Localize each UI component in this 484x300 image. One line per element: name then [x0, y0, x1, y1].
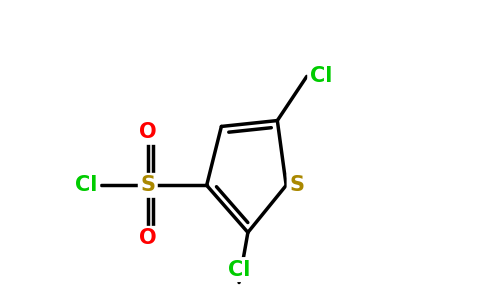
Text: S: S: [289, 175, 304, 195]
Text: O: O: [139, 122, 157, 142]
Text: Cl: Cl: [310, 66, 332, 86]
Text: Cl: Cl: [76, 175, 98, 195]
Text: Cl: Cl: [228, 260, 250, 280]
Text: O: O: [139, 228, 157, 248]
Text: S: S: [140, 175, 155, 195]
